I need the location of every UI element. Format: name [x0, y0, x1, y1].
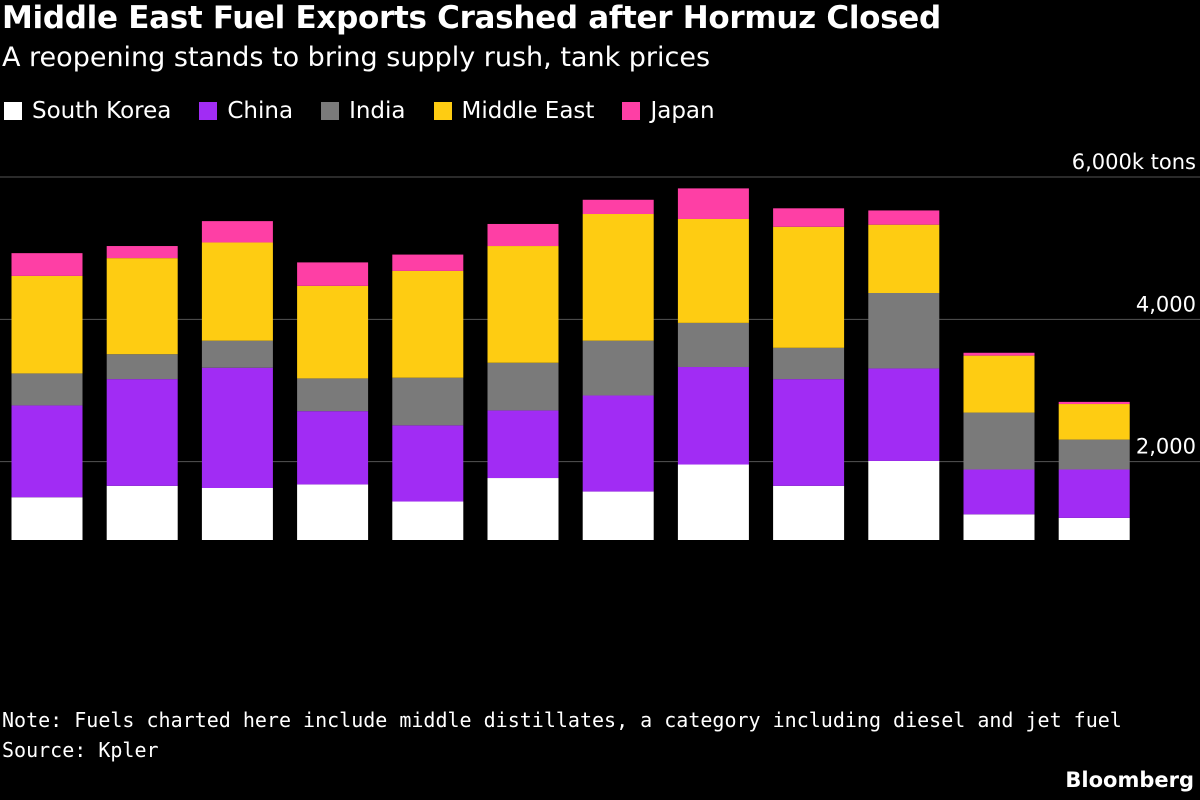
bloomberg-logo: Bloomberg [1065, 768, 1194, 792]
bar-segment-japan-aug [201, 221, 273, 243]
bar-segment-middle-east-may [1058, 404, 1130, 440]
legend-item-south-korea: South Korea [4, 98, 171, 124]
bar-segment-japan-nov [487, 223, 559, 247]
bar-segment-japan-jan [677, 188, 749, 219]
bar-segment-china-may [1058, 469, 1130, 518]
bar-segment-china-dec [582, 395, 654, 492]
bar-stack-mar [868, 210, 940, 540]
bar-segment-middle-east-feb [773, 226, 845, 348]
legend-swatch-japan [622, 102, 641, 120]
bar-segment-middle-east-aug [201, 242, 273, 341]
legend-item-india: India [321, 98, 406, 124]
y-tick-label: 6,000k tons [1072, 150, 1196, 174]
bar-segment-japan-jul [106, 246, 178, 259]
bar-segment-japan-sep [297, 262, 369, 286]
bar-segment-india-feb [773, 347, 845, 380]
chart-title: Middle East Fuel Exports Crashed after H… [2, 0, 941, 36]
bar-stack-feb [773, 208, 845, 540]
bar-segment-japan-apr [963, 352, 1035, 356]
bar-segment-india-sep [297, 378, 369, 412]
y-tick-label: 2,000 [1136, 435, 1196, 459]
bar-segment-china-jun [11, 405, 83, 498]
bar-segment-south-korea-dec [582, 491, 654, 540]
bar-segment-south-korea-oct [392, 501, 464, 540]
bar-segment-south-korea-apr [963, 514, 1035, 540]
bar-segment-middle-east-oct [392, 270, 464, 378]
legend-swatch-middle-east [433, 102, 452, 120]
bar-segment-south-korea-feb [773, 485, 845, 540]
bar-segment-japan-jun [11, 253, 83, 276]
bar-stack-nov [487, 223, 559, 540]
chart-source: Source: Kpler [2, 738, 159, 762]
bar-segment-middle-east-sep [297, 285, 369, 379]
legend-label-south-korea: South Korea [32, 98, 172, 124]
bar-segment-japan-oct [392, 254, 464, 271]
bar-segment-japan-feb [773, 208, 845, 227]
bar-stack-sep [297, 262, 369, 540]
bar-segment-india-oct [392, 377, 464, 426]
bar-segment-south-korea-may [1058, 517, 1130, 540]
bar-segment-india-mar [868, 293, 940, 369]
legend-label-japan: Japan [650, 98, 715, 124]
bar-segment-india-jun [11, 373, 83, 406]
legend-item-middle-east: Middle East [433, 98, 595, 124]
bar-segment-south-korea-aug [201, 487, 273, 540]
bar-segment-india-aug [201, 340, 273, 368]
bar-segment-south-korea-jun [11, 497, 83, 540]
bar-stack-jul [106, 246, 178, 540]
bar-segment-middle-east-mar [868, 224, 940, 294]
bar-segment-india-may [1058, 439, 1130, 470]
bar-segment-middle-east-jun [11, 275, 83, 374]
bar-segment-japan-mar [868, 210, 940, 225]
bar-segment-china-feb [773, 379, 845, 486]
legend-item-japan: Japan [622, 98, 715, 124]
bar-segment-japan-dec [582, 199, 654, 215]
bar-segment-china-jul [106, 379, 178, 486]
bar-segment-china-mar [868, 368, 940, 461]
bar-segment-south-korea-jul [106, 485, 178, 540]
bar-segment-china-aug [201, 367, 273, 488]
legend-label-middle-east: Middle East [461, 98, 595, 124]
bar-stack-dec [582, 199, 654, 540]
bar-segment-china-jan [677, 367, 749, 465]
chart-subtitle: A reopening stands to bring supply rush,… [2, 42, 711, 73]
bar-segment-middle-east-jan [677, 218, 749, 323]
bar-stack-oct [392, 254, 464, 540]
legend-label-india: India [349, 98, 406, 124]
legend-swatch-china [199, 102, 218, 120]
y-tick-label: 4,000 [1136, 292, 1196, 316]
chart-note: Note: Fuels charted here include middle … [2, 708, 1122, 732]
bar-stack-apr [963, 352, 1035, 540]
legend-item-china: China [199, 98, 293, 124]
bar-segment-middle-east-jul [106, 258, 178, 355]
bar-stack-may [1058, 401, 1130, 540]
legend: South Korea China India Middle East Japa… [4, 98, 715, 124]
bar-segment-india-jan [677, 322, 749, 368]
bar-segment-china-apr [963, 469, 1035, 515]
bars [11, 188, 1130, 540]
bar-segment-south-korea-jan [677, 464, 749, 540]
bar-segment-india-nov [487, 362, 559, 411]
bar-segment-india-apr [963, 412, 1035, 470]
bar-segment-japan-may [1058, 401, 1130, 405]
bar-segment-china-oct [392, 425, 464, 502]
bar-segment-india-dec [582, 340, 654, 396]
bar-segment-south-korea-mar [868, 460, 940, 540]
legend-swatch-india [321, 102, 340, 120]
legend-label-china: China [227, 98, 294, 124]
bar-segment-middle-east-nov [487, 246, 559, 363]
bar-stack-jan [677, 188, 749, 540]
legend-swatch-south-korea [4, 102, 22, 120]
bar-segment-middle-east-apr [963, 355, 1035, 413]
bar-segment-south-korea-nov [487, 478, 559, 540]
bar-segment-south-korea-sep [297, 484, 369, 540]
bar-segment-india-jul [106, 354, 178, 380]
bar-stack-jun [11, 253, 83, 540]
bar-segment-china-nov [487, 410, 559, 479]
bar-stack-aug [201, 221, 273, 540]
bar-segment-china-sep [297, 411, 369, 485]
bar-segment-middle-east-dec [582, 214, 654, 341]
